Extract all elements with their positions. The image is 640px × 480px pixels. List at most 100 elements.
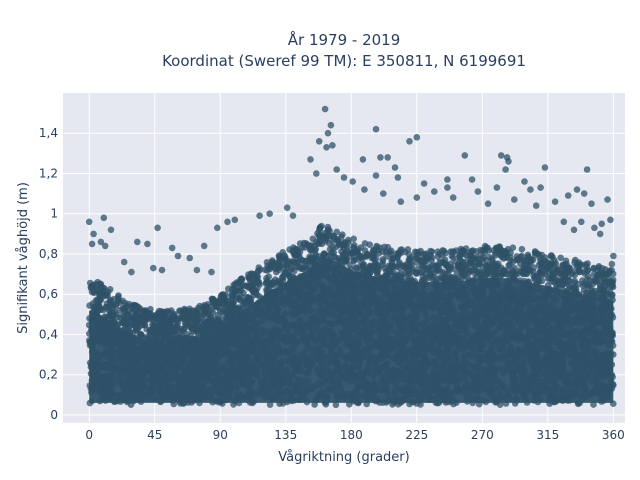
data-point bbox=[502, 400, 510, 407]
data-point bbox=[308, 360, 315, 368]
data-point bbox=[223, 396, 230, 404]
data-point bbox=[324, 258, 331, 265]
data-point bbox=[356, 303, 363, 311]
data-point bbox=[436, 294, 444, 302]
data-point bbox=[86, 399, 94, 407]
data-point bbox=[463, 398, 471, 405]
data-point bbox=[552, 287, 560, 295]
data-point bbox=[610, 400, 617, 408]
data-point bbox=[444, 315, 451, 323]
data-point bbox=[547, 252, 555, 260]
data-point bbox=[557, 254, 564, 262]
data-point bbox=[322, 398, 330, 406]
data-point bbox=[367, 322, 375, 330]
data-point bbox=[350, 235, 358, 243]
data-point bbox=[327, 264, 335, 272]
data-point bbox=[176, 375, 183, 383]
data-point bbox=[354, 246, 362, 253]
data-point bbox=[336, 346, 344, 353]
data-point bbox=[194, 304, 202, 312]
data-point bbox=[520, 270, 527, 277]
data-point bbox=[496, 384, 504, 391]
data-point bbox=[104, 340, 111, 348]
data-point bbox=[292, 329, 300, 337]
data-point bbox=[426, 396, 433, 404]
data-point bbox=[420, 291, 428, 298]
data-point bbox=[363, 400, 371, 408]
data-point bbox=[608, 338, 616, 345]
data-point bbox=[366, 241, 374, 248]
data-point bbox=[87, 363, 95, 371]
data-point bbox=[305, 304, 313, 311]
data-point bbox=[393, 384, 401, 391]
data-point bbox=[434, 248, 442, 255]
data-point bbox=[309, 235, 317, 243]
data-point bbox=[202, 353, 210, 361]
data-point bbox=[246, 399, 254, 406]
data-point bbox=[518, 245, 526, 253]
data-point bbox=[485, 309, 492, 316]
data-point bbox=[266, 401, 274, 409]
data-point bbox=[414, 265, 421, 273]
data-point bbox=[316, 391, 323, 399]
data-point bbox=[331, 357, 339, 365]
data-point bbox=[500, 356, 508, 363]
data-point bbox=[544, 281, 552, 289]
data-point bbox=[544, 345, 552, 353]
data-point bbox=[598, 385, 605, 393]
data-point bbox=[117, 398, 124, 405]
data-point bbox=[354, 336, 361, 344]
data-point bbox=[551, 337, 559, 345]
data-point bbox=[412, 387, 420, 394]
data-point bbox=[271, 358, 279, 366]
data-point bbox=[199, 389, 207, 397]
data-point bbox=[232, 384, 240, 391]
data-point bbox=[519, 378, 526, 385]
data-point bbox=[354, 328, 362, 336]
data-point bbox=[475, 396, 483, 404]
data-point bbox=[481, 242, 489, 250]
data-point bbox=[567, 359, 575, 367]
data-point bbox=[313, 321, 321, 328]
data-point bbox=[429, 348, 436, 356]
data-point bbox=[580, 378, 587, 385]
data-point bbox=[274, 287, 281, 295]
data-point bbox=[590, 401, 597, 408]
chart-title-line2: Koordinat (Sweref 99 TM): E 350811, N 61… bbox=[162, 52, 526, 70]
data-point bbox=[289, 302, 297, 310]
data-point bbox=[511, 264, 518, 272]
data-point bbox=[372, 317, 380, 325]
data-point bbox=[429, 338, 437, 345]
data-point bbox=[411, 277, 418, 285]
data-point bbox=[432, 399, 440, 407]
data-point bbox=[450, 400, 457, 408]
data-point bbox=[525, 348, 533, 356]
data-point bbox=[527, 374, 534, 382]
data-points bbox=[85, 105, 617, 409]
data-point bbox=[578, 367, 585, 374]
data-point bbox=[269, 365, 276, 373]
data-point bbox=[445, 354, 453, 361]
data-point bbox=[409, 356, 416, 364]
chart-title-line1: År 1979 - 2019 bbox=[288, 30, 401, 49]
data-point bbox=[301, 377, 308, 385]
data-point bbox=[283, 398, 291, 406]
data-point bbox=[88, 389, 95, 396]
data-point bbox=[405, 256, 413, 264]
data-point bbox=[261, 370, 269, 378]
data-point bbox=[474, 355, 482, 363]
data-point bbox=[136, 323, 143, 330]
data-point bbox=[430, 291, 438, 298]
data-point bbox=[281, 325, 288, 333]
data-point bbox=[173, 359, 181, 367]
data-point bbox=[353, 265, 360, 272]
data-point bbox=[393, 329, 401, 336]
data-point bbox=[329, 351, 337, 359]
data-point bbox=[355, 399, 362, 407]
data-point bbox=[346, 401, 353, 408]
data-point bbox=[301, 244, 309, 251]
data-point bbox=[421, 347, 429, 354]
data-point bbox=[410, 336, 418, 343]
data-point bbox=[464, 316, 472, 324]
data-point bbox=[493, 398, 500, 406]
